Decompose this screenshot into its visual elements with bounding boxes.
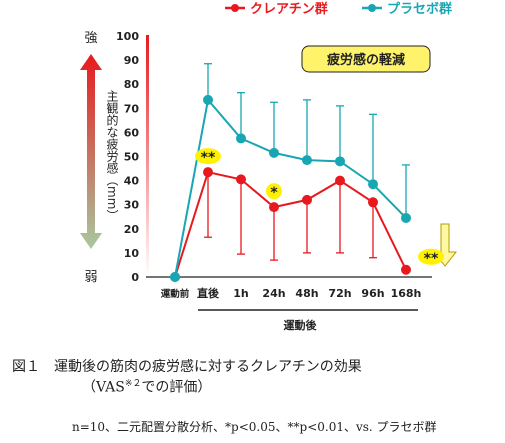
series-line-creatine (174, 170, 407, 278)
series-line-placebo (174, 97, 407, 278)
data-point-creatine (335, 175, 345, 186)
y-tick-label: 40 (124, 175, 140, 188)
annotation-text: 疲労感の軽減 (327, 52, 405, 68)
x-tick-label: 24h (262, 287, 285, 300)
x-tick-label: 96h (361, 287, 384, 300)
x-tick-label: 168h (391, 287, 422, 300)
data-point-placebo (203, 94, 213, 105)
intensity-scale: 強 弱 主観的な疲労感（mm） (80, 31, 119, 285)
significance-highlight (266, 183, 282, 200)
scale-strong-label: 強 (84, 31, 97, 46)
significance-label: * (270, 185, 278, 201)
x-group-label: 運動後 (284, 318, 318, 332)
significance-label: ** (201, 150, 216, 166)
data-point-creatine (368, 197, 378, 208)
y-ticks: 0 10 20 30 40 50 60 70 80 90 100 (116, 30, 139, 284)
y-tick-label: 90 (124, 54, 140, 67)
data-point-placebo (302, 155, 312, 166)
data-point-creatine (269, 202, 279, 213)
y-tick-label: 60 (124, 126, 140, 139)
data-point-placebo (335, 156, 345, 167)
y-tick-label: 50 (124, 151, 140, 164)
chart: クレアチン群 プラセボ群 強 弱 主観的な疲労感（mm） 0 10 20 30 40 50… (80, 1, 458, 332)
data-point-creatine (236, 174, 246, 185)
y-axis-label: 主観的な疲労感（mm） (105, 90, 119, 222)
data-point-creatine (203, 167, 213, 178)
figure-caption: 図１ 運動後の筋肉の疲労感に対するクレアチンの効果 (12, 359, 362, 375)
data-point-placebo (368, 179, 378, 190)
y-tick-label: 0 (131, 271, 139, 284)
y-tick-label: 30 (124, 199, 140, 212)
y-tick-label: 10 (124, 247, 140, 260)
significance-label: ** (424, 251, 439, 267)
data-point-placebo (236, 133, 246, 144)
axes: 0 10 20 30 40 50 60 70 80 90 100 運動前 直後 1h 24h 48h 72h 9… (116, 30, 432, 332)
legend-label-creatine: クレアチン群 (250, 1, 328, 17)
significance-highlight (195, 148, 221, 165)
x-tick-label: 72h (328, 287, 351, 300)
annotation-box (301, 45, 431, 73)
legend-label-placebo: プラセボ群 (387, 1, 452, 17)
y-tick-label: 80 (124, 78, 140, 91)
y-tick-label: 70 (124, 102, 140, 115)
legend-marker-creatine (231, 4, 239, 12)
data-point-placebo (170, 272, 180, 282)
data-point-creatine (401, 264, 411, 275)
x-tick-label: 直後 (197, 286, 220, 300)
y-axis-bar (146, 35, 149, 277)
figure-caption-sub: （VAS※２での評価） (82, 376, 211, 397)
legend: クレアチン群 プラセボ群 (225, 1, 452, 17)
plot-area (170, 63, 411, 282)
data-point-creatine (302, 194, 312, 205)
x-ticks: 運動前 直後 1h 24h 48h 72h 96h 168h (161, 286, 422, 300)
caption-sub-suffix: での評価） (141, 379, 212, 396)
x-tick-label: 1h (233, 287, 249, 300)
legend-marker-placebo (368, 4, 376, 12)
y-tick-label: 100 (116, 30, 139, 43)
scale-double-arrow (80, 54, 102, 249)
y-tick-label: 20 (124, 223, 140, 236)
caption-footnote-ref: ※２ (124, 379, 142, 389)
scale-weak-label: 弱 (84, 270, 97, 285)
statistics-note: n=10、二元配置分散分析、*p<0.05、**p<0.01、vs. プラセボ群 (72, 420, 437, 434)
caption-sub-prefix: （VAS (82, 379, 125, 396)
data-point-placebo (269, 147, 279, 158)
x-tick-label: 48h (295, 287, 318, 300)
significance-highlight (418, 248, 444, 265)
effect-annotation: 疲労感の軽減 (301, 45, 431, 73)
significance-marks: ***** (195, 148, 444, 267)
data-point-placebo (401, 212, 411, 223)
x-tick-label: 運動前 (161, 288, 190, 300)
